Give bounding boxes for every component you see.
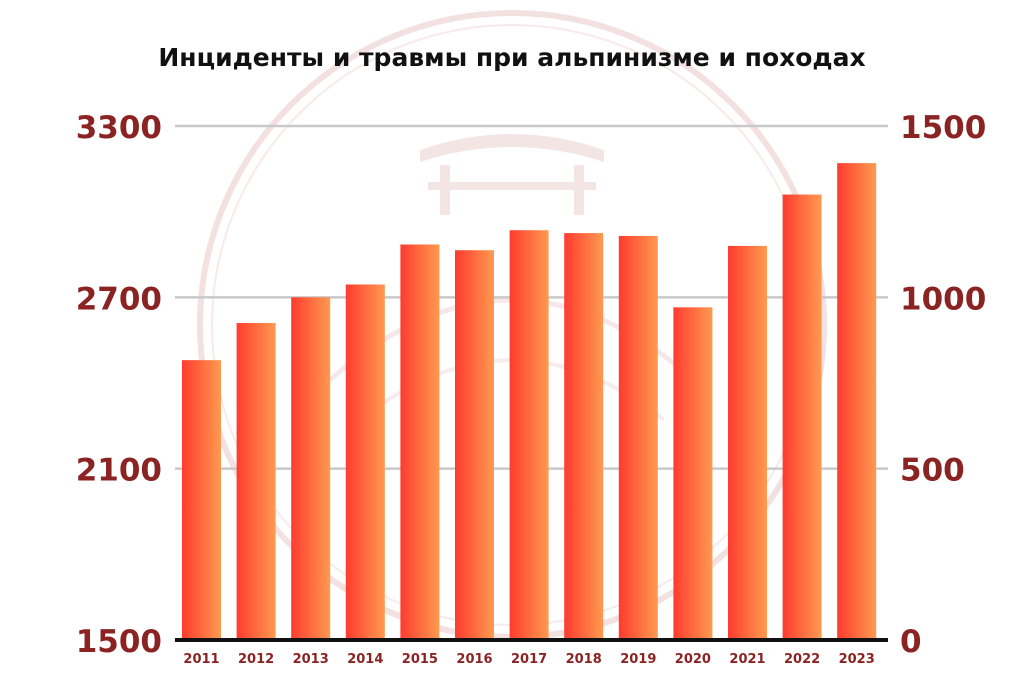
x-tick-label-2020: 2020 bbox=[675, 652, 711, 667]
bar-2018 bbox=[564, 233, 604, 641]
bar-2016 bbox=[455, 250, 494, 640]
bar-2019 bbox=[618, 235, 658, 640]
right-y-tick-label: 500 bbox=[900, 453, 965, 489]
x-tick-label-2023: 2023 bbox=[839, 652, 875, 667]
right-y-tick-label: 1500 bbox=[900, 110, 986, 146]
x-tick-label-2014: 2014 bbox=[347, 652, 383, 667]
bar-2011 bbox=[182, 360, 221, 640]
left-y-tick-label: 2100 bbox=[76, 453, 162, 489]
x-tick-label-2019: 2019 bbox=[620, 652, 656, 667]
x-tick-label-2016: 2016 bbox=[456, 652, 492, 667]
right-y-axis: 0 500 1000 1500 bbox=[900, 110, 986, 660]
x-tick-label-2011: 2011 bbox=[183, 652, 219, 667]
bar-2012 bbox=[236, 323, 276, 640]
bar-2020 bbox=[673, 307, 713, 640]
bar-2014 bbox=[345, 284, 385, 640]
x-tick-label-2012: 2012 bbox=[238, 652, 274, 667]
bar-2022 bbox=[782, 194, 822, 641]
x-tick-label-2018: 2018 bbox=[566, 652, 602, 667]
x-axis-labels: 2011 2012 2013 2014 2015 2016 2017 2018 2019 2020… bbox=[183, 652, 874, 667]
x-tick-label-2022: 2022 bbox=[784, 652, 820, 667]
x-tick-label-2017: 2017 bbox=[511, 652, 547, 667]
bars bbox=[182, 163, 877, 641]
left-y-tick-label: 2700 bbox=[76, 281, 162, 317]
left-y-axis: 1500 2100 2700 3300 bbox=[76, 110, 162, 660]
bar-2023 bbox=[837, 163, 877, 640]
x-tick-label-2021: 2021 bbox=[729, 652, 765, 667]
bar-2017 bbox=[509, 230, 549, 640]
right-y-tick-label: 0 bbox=[900, 624, 922, 660]
left-y-tick-label: 3300 bbox=[76, 110, 162, 146]
chart-title: Инциденты и травмы при альпинизме и похо… bbox=[158, 43, 865, 72]
bar-2013 bbox=[291, 297, 331, 640]
x-tick-label-2015: 2015 bbox=[402, 652, 438, 667]
right-y-tick-label: 1000 bbox=[900, 281, 986, 317]
bar-2021 bbox=[728, 245, 767, 640]
left-y-tick-label: 1500 bbox=[76, 624, 162, 660]
x-tick-label-2013: 2013 bbox=[293, 652, 329, 667]
bar-2015 bbox=[400, 244, 440, 640]
